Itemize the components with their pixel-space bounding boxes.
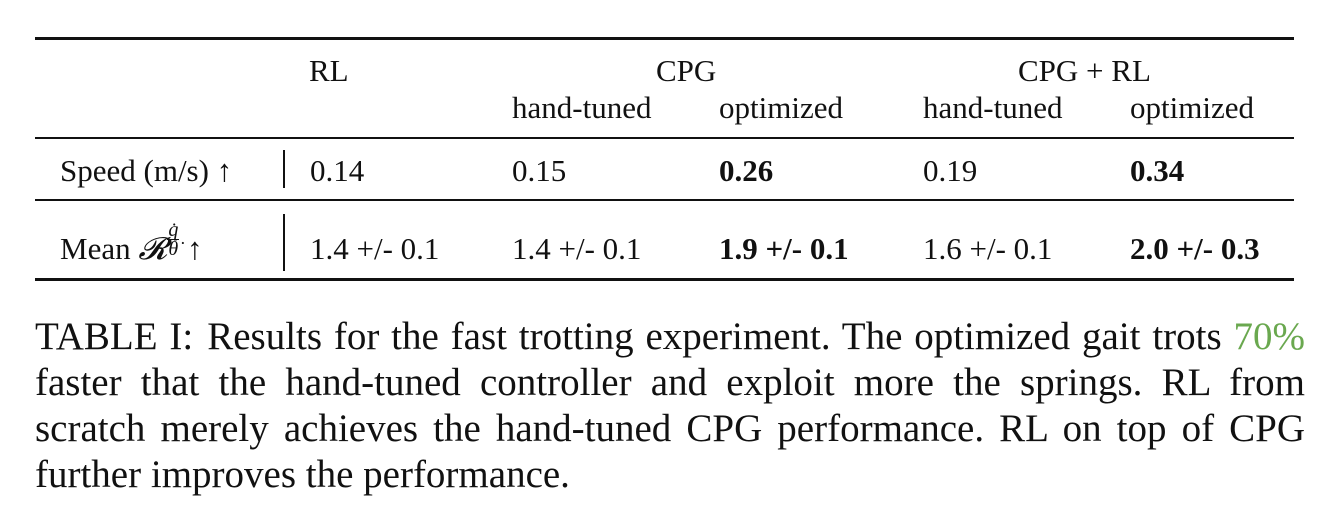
table-row-rule [35, 199, 1294, 201]
reward-symbol: 𝓡 [138, 231, 168, 266]
row-divider [283, 214, 285, 271]
table-header-rule [35, 137, 1294, 139]
subheader-cpg-optimized: optimized [719, 90, 843, 125]
row-label-speed: Speed (m/s) ↑ [60, 153, 233, 188]
cell-cpgrl-optimized: 2.0 +/- 0.3 [1130, 231, 1260, 266]
reward-fraction: q̇ θ̇ [167, 219, 180, 260]
cell-cpg-hand-tuned: 0.15 [512, 153, 567, 188]
cell-cpgrl-hand-tuned: 1.6 +/- 0.1 [923, 231, 1053, 266]
fraction-numerator: q̇ [167, 219, 180, 241]
caption-label: TABLE I: [35, 315, 194, 358]
caption-text-continued: faster that the hand-tuned controller an… [35, 361, 1305, 496]
caption-text: Results for the fast trotting experiment… [207, 315, 1234, 358]
subheader-cpgrl-optimized: optimized [1130, 90, 1254, 125]
row-divider [283, 150, 285, 188]
cell-rl: 0.14 [310, 153, 365, 188]
fraction-denominator: θ̇ [168, 238, 179, 260]
cell-cpg-optimized: 1.9 +/- 0.1 [719, 231, 849, 266]
cell-cpgrl-hand-tuned: 0.19 [923, 153, 978, 188]
row-label-suffix: ↑ [179, 231, 203, 266]
table-top-rule [35, 37, 1294, 40]
subheader-cpg-hand-tuned: hand-tuned [512, 90, 652, 125]
subheader-cpgrl-hand-tuned: hand-tuned [923, 90, 1063, 125]
cell-rl: 1.4 +/- 0.1 [310, 231, 440, 266]
cell-cpg-optimized: 0.26 [719, 153, 774, 188]
row-label-prefix: Mean [60, 231, 139, 266]
cell-cpgrl-optimized: 0.34 [1130, 153, 1185, 188]
table-caption: TABLE I: Results for the fast trotting ex… [35, 314, 1305, 498]
table-bottom-rule [35, 278, 1294, 281]
header-rl: RL [309, 53, 349, 88]
header-cpg: CPG [656, 53, 717, 88]
header-cpg-rl: CPG + RL [1018, 53, 1151, 88]
caption-highlight: 70% [1233, 315, 1306, 358]
cell-cpg-hand-tuned: 1.4 +/- 0.1 [512, 231, 642, 266]
